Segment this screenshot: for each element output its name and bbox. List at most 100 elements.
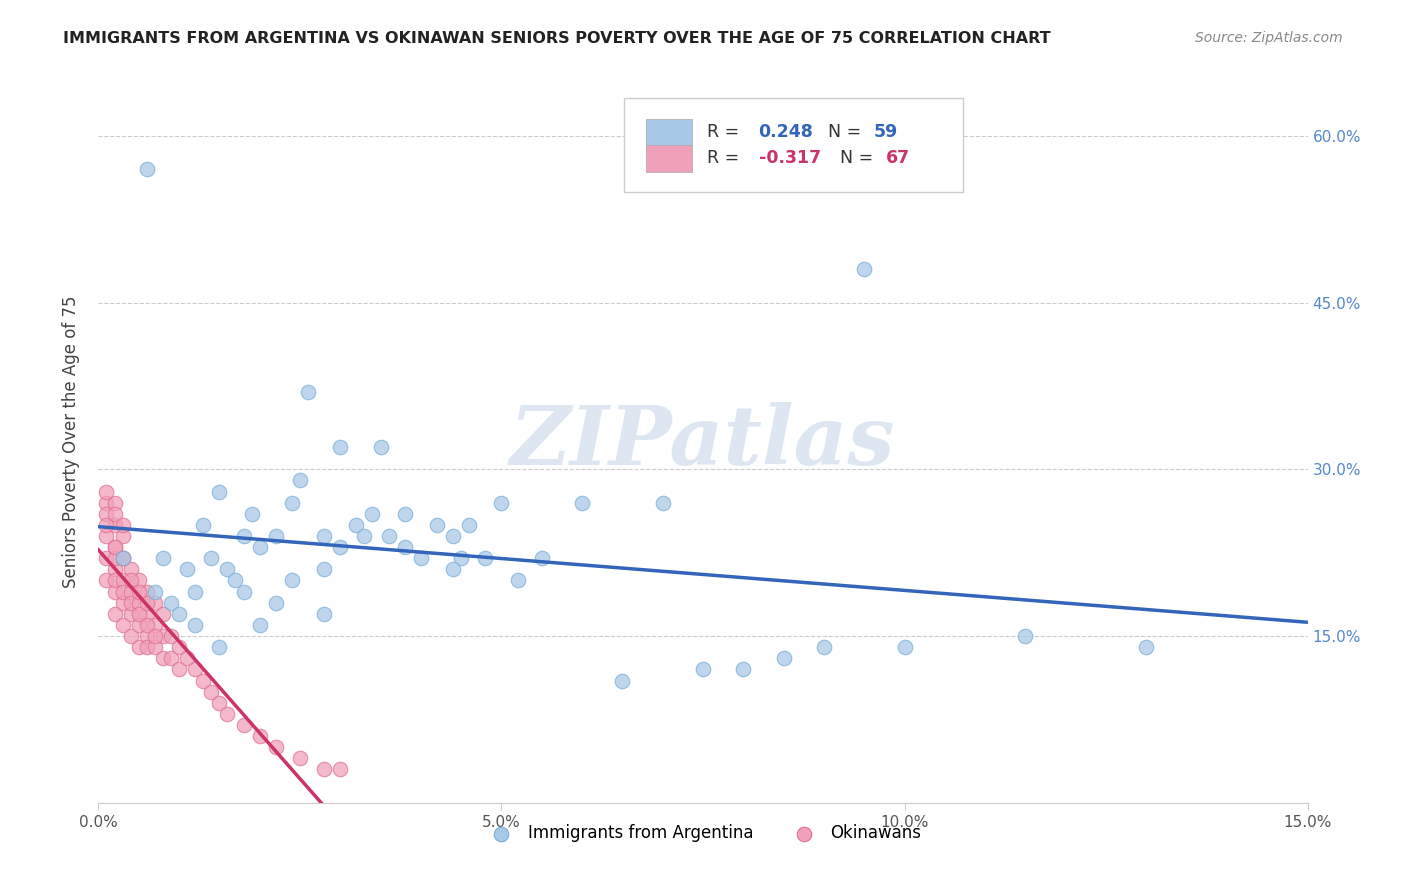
- Point: [377, 529, 399, 543]
- Point: [264, 529, 287, 543]
- Point: [200, 684, 222, 698]
- Point: [120, 584, 142, 599]
- Text: 67: 67: [886, 149, 910, 168]
- Point: [135, 618, 157, 632]
- Point: [612, 673, 634, 688]
- Point: [96, 507, 118, 521]
- Point: [103, 584, 125, 599]
- Point: [217, 706, 239, 721]
- Text: IMMIGRANTS FROM ARGENTINA VS OKINAWAN SENIORS POVERTY OVER THE AGE OF 75 CORRELA: IMMIGRANTS FROM ARGENTINA VS OKINAWAN SE…: [63, 31, 1050, 46]
- Point: [344, 517, 367, 532]
- Point: [249, 540, 271, 554]
- Point: [167, 607, 190, 621]
- Point: [240, 507, 263, 521]
- Point: [111, 529, 134, 543]
- Point: [329, 440, 352, 454]
- Text: ZIPatlas: ZIPatlas: [510, 401, 896, 482]
- Point: [96, 484, 118, 499]
- Point: [474, 551, 496, 566]
- Point: [152, 551, 174, 566]
- Point: [314, 562, 336, 576]
- Point: [370, 440, 392, 454]
- Point: [103, 496, 125, 510]
- Point: [893, 640, 915, 655]
- Point: [128, 618, 150, 632]
- Point: [184, 584, 207, 599]
- Point: [184, 662, 207, 676]
- Point: [853, 262, 876, 277]
- Point: [288, 474, 311, 488]
- Point: [96, 551, 118, 566]
- Text: R =: R =: [707, 149, 744, 168]
- Point: [651, 496, 673, 510]
- Text: -0.317: -0.317: [759, 149, 821, 168]
- Point: [152, 651, 174, 665]
- Point: [281, 574, 304, 588]
- Legend: Immigrants from Argentina, Okinawans: Immigrants from Argentina, Okinawans: [478, 817, 928, 848]
- Point: [232, 718, 254, 732]
- Point: [120, 629, 142, 643]
- Point: [135, 640, 157, 655]
- Point: [111, 517, 134, 532]
- Bar: [624, 98, 963, 193]
- Point: [111, 574, 134, 588]
- Point: [329, 540, 352, 554]
- Point: [249, 729, 271, 743]
- Point: [176, 651, 198, 665]
- Point: [184, 618, 207, 632]
- Point: [1135, 640, 1157, 655]
- Point: [96, 517, 118, 532]
- Point: [281, 496, 304, 510]
- Text: 59: 59: [873, 123, 898, 141]
- Point: [409, 551, 432, 566]
- Point: [772, 651, 794, 665]
- Point: [733, 662, 755, 676]
- Point: [314, 529, 336, 543]
- Point: [143, 629, 166, 643]
- Point: [103, 540, 125, 554]
- Bar: [647, 119, 692, 146]
- Point: [143, 584, 166, 599]
- Point: [217, 562, 239, 576]
- Point: [120, 607, 142, 621]
- Point: [128, 584, 150, 599]
- Point: [128, 607, 150, 621]
- Point: [135, 596, 157, 610]
- Point: [491, 496, 513, 510]
- Point: [128, 596, 150, 610]
- Point: [506, 574, 529, 588]
- Point: [176, 562, 198, 576]
- Point: [103, 574, 125, 588]
- Point: [167, 640, 190, 655]
- Point: [111, 596, 134, 610]
- Point: [96, 574, 118, 588]
- Point: [193, 517, 215, 532]
- Point: [143, 618, 166, 632]
- Point: [314, 607, 336, 621]
- Point: [361, 507, 384, 521]
- Point: [288, 751, 311, 765]
- Point: [135, 607, 157, 621]
- Point: [103, 562, 125, 576]
- Point: [208, 484, 231, 499]
- Point: [530, 551, 553, 566]
- Y-axis label: Seniors Poverty Over the Age of 75: Seniors Poverty Over the Age of 75: [62, 295, 80, 588]
- Point: [458, 517, 481, 532]
- Text: N =: N =: [839, 149, 879, 168]
- Point: [232, 529, 254, 543]
- Point: [441, 562, 464, 576]
- Text: N =: N =: [828, 123, 866, 141]
- Point: [441, 529, 464, 543]
- Point: [813, 640, 835, 655]
- Point: [135, 584, 157, 599]
- Point: [103, 551, 125, 566]
- Point: [692, 662, 714, 676]
- Point: [160, 596, 183, 610]
- Point: [152, 607, 174, 621]
- Point: [193, 673, 215, 688]
- Point: [249, 618, 271, 632]
- Point: [232, 584, 254, 599]
- Point: [571, 496, 593, 510]
- Point: [135, 162, 157, 177]
- Point: [297, 384, 319, 399]
